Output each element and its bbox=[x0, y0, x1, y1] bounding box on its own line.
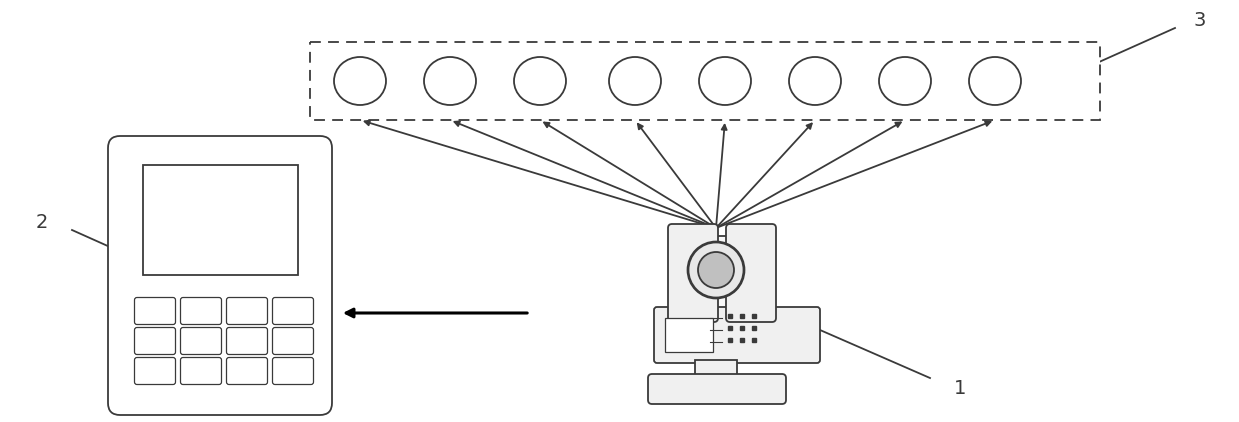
FancyBboxPatch shape bbox=[726, 224, 776, 322]
FancyBboxPatch shape bbox=[648, 374, 786, 404]
FancyBboxPatch shape bbox=[227, 298, 268, 325]
Circle shape bbox=[688, 242, 743, 298]
Circle shape bbox=[698, 252, 733, 288]
Ellipse shape bbox=[789, 57, 841, 105]
FancyBboxPatch shape bbox=[273, 327, 313, 354]
Ellipse shape bbox=[610, 57, 660, 105]
FancyBboxPatch shape bbox=[654, 307, 820, 363]
Text: 1: 1 bbox=[954, 379, 966, 398]
FancyBboxPatch shape bbox=[695, 360, 737, 380]
FancyBboxPatch shape bbox=[181, 357, 222, 384]
FancyBboxPatch shape bbox=[668, 224, 717, 322]
FancyBboxPatch shape bbox=[135, 357, 176, 384]
FancyBboxPatch shape bbox=[227, 327, 268, 354]
FancyBboxPatch shape bbox=[142, 165, 299, 275]
Ellipse shape bbox=[878, 57, 930, 105]
FancyBboxPatch shape bbox=[135, 298, 176, 325]
FancyBboxPatch shape bbox=[108, 136, 332, 415]
Ellipse shape bbox=[335, 57, 387, 105]
Ellipse shape bbox=[424, 57, 476, 105]
FancyBboxPatch shape bbox=[227, 357, 268, 384]
FancyBboxPatch shape bbox=[665, 318, 712, 352]
FancyBboxPatch shape bbox=[181, 298, 222, 325]
FancyBboxPatch shape bbox=[714, 236, 730, 310]
FancyBboxPatch shape bbox=[273, 357, 313, 384]
Ellipse shape bbox=[514, 57, 566, 105]
FancyBboxPatch shape bbox=[310, 42, 1100, 120]
Text: 3: 3 bbox=[1194, 11, 1207, 30]
FancyBboxPatch shape bbox=[181, 327, 222, 354]
FancyBboxPatch shape bbox=[135, 327, 176, 354]
Ellipse shape bbox=[969, 57, 1021, 105]
FancyBboxPatch shape bbox=[273, 298, 313, 325]
Ellipse shape bbox=[699, 57, 751, 105]
Text: 2: 2 bbox=[36, 213, 48, 232]
